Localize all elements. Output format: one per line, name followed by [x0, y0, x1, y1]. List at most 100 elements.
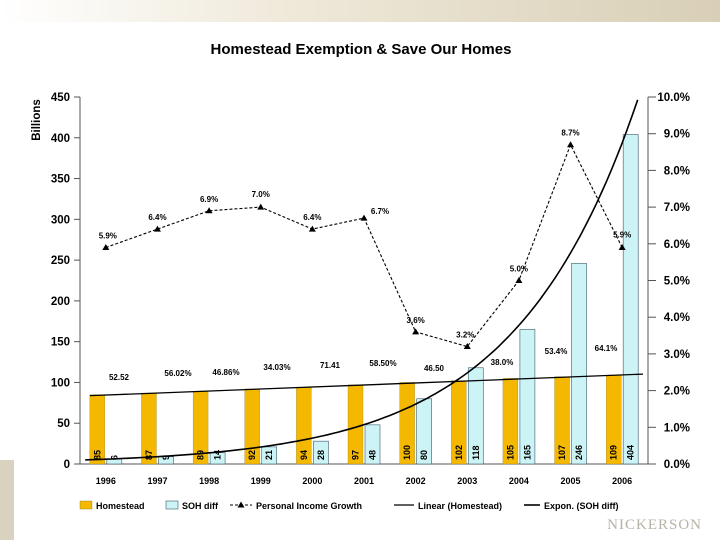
y2-tick-label: 1.0% — [664, 422, 690, 434]
soh-diff-bar — [571, 263, 587, 465]
decorative-top-band — [0, 0, 720, 22]
period-annotation: 38.0% — [491, 358, 514, 367]
x-tick-label: 2003 — [457, 476, 477, 486]
soh-diff-bar-label: 28 — [316, 450, 326, 460]
linear-homestead-trendline — [89, 373, 644, 397]
y-tick-label: 0 — [64, 459, 70, 471]
x-tick-label: 2001 — [354, 476, 374, 486]
y2-tick-label: 5.0% — [664, 276, 690, 288]
income-growth-label: 3.2% — [456, 331, 474, 340]
homestead-bar-label: 102 — [454, 445, 464, 460]
nickerson-watermark: NICKERSON — [607, 517, 702, 533]
soh-diff-bar — [416, 398, 432, 465]
expon-soh-trendline — [85, 99, 639, 461]
soh-diff-bar-label: 246 — [574, 445, 584, 460]
y2-tick-label: 10.0% — [657, 92, 690, 104]
y-tick-label: 100 — [51, 377, 70, 389]
period-annotation: 52.52 — [109, 373, 130, 382]
homestead-bar-label: 87 — [144, 450, 154, 460]
y2-tick-label: 3.0% — [664, 349, 690, 361]
income-growth-marker — [308, 225, 316, 232]
legend-income-marker — [237, 501, 245, 508]
income-growth-marker — [463, 343, 471, 350]
soh-diff-bar — [364, 424, 381, 465]
decorative-side-band — [0, 460, 14, 540]
homestead-bar-label: 107 — [557, 445, 567, 460]
period-annotation: 46.50 — [424, 364, 445, 373]
income-growth-label: 5.0% — [510, 265, 528, 274]
y-tick-label: 300 — [51, 214, 70, 226]
x-tick-label: 2002 — [406, 476, 426, 486]
y-axis-label: Billions — [31, 99, 43, 141]
homestead-bar-label: 94 — [299, 450, 309, 460]
legend-expon-soh-diff: Expon. (SOH diff) — [544, 501, 619, 511]
period-annotation: 56.02% — [164, 369, 191, 378]
income-growth-label: 6.4% — [303, 213, 321, 222]
soh-diff-bar — [622, 134, 639, 465]
x-tick-label: 1998 — [199, 476, 219, 486]
y-tick-label: 350 — [51, 174, 70, 186]
soh-diff-bar-label: 48 — [368, 450, 378, 460]
soh-diff-bar-label: 404 — [626, 445, 636, 460]
soh-diff-bar-label: 6 — [109, 455, 119, 460]
soh-diff-bar-label: 14 — [213, 450, 223, 460]
period-annotation: 53.4% — [545, 347, 568, 356]
y2-tick-label: 7.0% — [664, 202, 690, 214]
soh-diff-bar — [467, 367, 484, 465]
legend-homestead-swatch — [79, 500, 93, 510]
chart-title: Homestead Exemption & Save Our Homes — [211, 41, 512, 58]
soh-diff-bar-label: 80 — [419, 450, 429, 460]
x-tick-label: 1997 — [147, 476, 167, 486]
income-growth-label: 6.4% — [148, 213, 166, 222]
income-growth-marker — [153, 225, 161, 232]
soh-diff-bar — [313, 440, 329, 465]
soh-diff-bar-label: 165 — [522, 445, 532, 460]
y-tick-label: 50 — [57, 418, 70, 430]
income-growth-label: 5.9% — [99, 231, 117, 240]
soh-diff-bar-label: 9 — [161, 455, 171, 460]
income-growth-marker — [412, 328, 420, 335]
homestead-bar — [502, 378, 519, 465]
homestead-bar — [89, 394, 105, 465]
legend-personal-income-growth: Personal Income Growth — [256, 501, 362, 511]
legend-soh-swatch — [165, 500, 179, 510]
legend-soh-diff: SOH diff — [182, 501, 219, 511]
personal-income-growth-line — [105, 143, 623, 348]
legend-linear-homestead: Linear (Homestead) — [418, 501, 502, 511]
homestead-bar-label: 85 — [92, 450, 102, 460]
y2-tick-label: 4.0% — [664, 312, 690, 324]
income-growth-label: 5.9% — [613, 230, 631, 239]
homestead-bar-label: 100 — [402, 445, 412, 460]
x-tick-label: 2004 — [509, 476, 529, 486]
income-growth-label: 6.9% — [200, 195, 218, 204]
legend-homestead: Homestead — [96, 501, 145, 511]
y2-tick-label: 2.0% — [664, 386, 690, 398]
period-annotation: 71.41 — [320, 361, 341, 370]
income-growth-marker — [567, 141, 575, 148]
y2-tick-label: 8.0% — [664, 165, 690, 177]
homestead-bar — [399, 382, 415, 465]
y-tick-label: 450 — [51, 92, 70, 104]
homestead-bar-label: 109 — [609, 445, 619, 460]
y2-tick-label: 0.0% — [664, 459, 690, 471]
period-annotation: 46.86% — [212, 368, 239, 377]
income-growth-label: 6.7% — [371, 207, 389, 216]
period-annotation: 58.50% — [369, 359, 396, 368]
income-growth-marker — [205, 207, 213, 214]
y-tick-label: 250 — [51, 255, 70, 267]
soh-diff-bar — [519, 329, 536, 465]
homestead-bar-label: 105 — [505, 445, 515, 460]
soh-diff-bar-label: 21 — [264, 450, 274, 460]
y-tick-label: 150 — [51, 337, 70, 349]
soh-diff-bar — [261, 446, 278, 465]
x-tick-label: 1999 — [251, 476, 271, 486]
x-tick-label: 2005 — [561, 476, 581, 486]
homestead-bar-label: 92 — [247, 450, 257, 460]
income-growth-marker — [102, 243, 110, 250]
x-tick-label: 2006 — [612, 476, 632, 486]
income-growth-marker — [360, 214, 368, 221]
income-growth-label: 3.6% — [407, 316, 425, 325]
soh-diff-bar-label: 118 — [471, 445, 481, 460]
homestead-bar-label: 97 — [351, 450, 361, 460]
